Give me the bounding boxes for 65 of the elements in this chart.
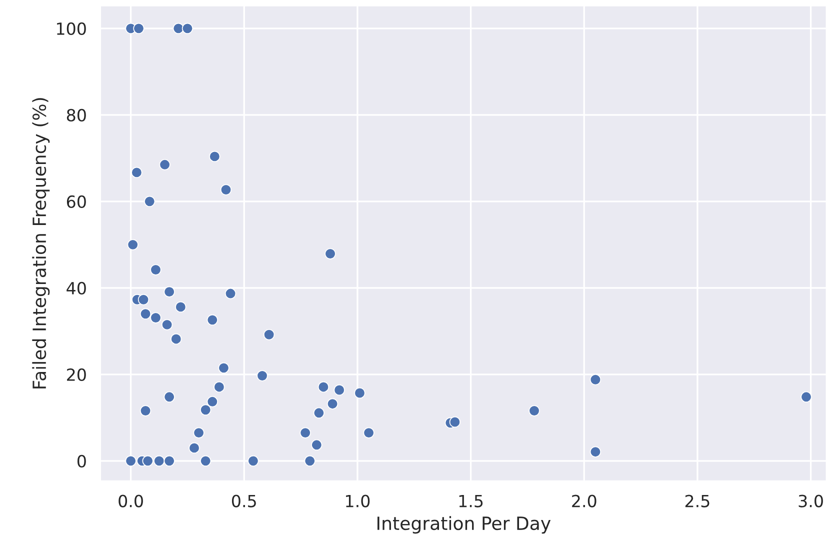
point <box>220 184 232 196</box>
point <box>318 381 330 393</box>
point <box>354 387 366 399</box>
point <box>528 405 540 416</box>
x-tick-label: 0.0 <box>118 494 143 508</box>
point <box>214 381 225 393</box>
point <box>449 416 460 428</box>
x-tick-label: 0.5 <box>232 494 256 508</box>
point <box>164 286 175 298</box>
point <box>172 22 184 34</box>
point <box>218 362 230 374</box>
point <box>150 312 162 324</box>
point <box>125 455 136 466</box>
point <box>131 166 142 178</box>
point <box>304 455 316 466</box>
y-tick-label: 0 <box>78 454 86 468</box>
point <box>140 405 152 416</box>
point <box>263 329 275 340</box>
point <box>311 439 322 450</box>
y-tick-label: 80 <box>66 108 86 122</box>
point <box>164 391 175 402</box>
x-tick-label: 3.0 <box>798 494 823 508</box>
point <box>175 301 186 313</box>
point <box>161 319 173 330</box>
point <box>206 314 218 326</box>
point <box>182 22 194 34</box>
x-tick-label: 1.5 <box>459 494 483 508</box>
y-tick-label: 100 <box>57 22 86 35</box>
point <box>224 288 236 300</box>
point <box>248 455 259 466</box>
y-tick-label: 60 <box>66 195 86 208</box>
point <box>800 391 812 402</box>
point <box>200 455 212 466</box>
point <box>326 398 338 410</box>
point <box>590 374 602 386</box>
y-tick-label: 40 <box>66 282 86 294</box>
point <box>164 455 175 466</box>
point <box>363 427 374 438</box>
point <box>144 196 156 207</box>
point <box>133 22 144 34</box>
point <box>206 396 218 408</box>
point <box>159 159 170 170</box>
point <box>188 442 200 454</box>
point <box>256 370 268 382</box>
point <box>150 264 162 276</box>
point <box>200 404 212 416</box>
point <box>193 427 204 438</box>
point <box>209 150 220 162</box>
point <box>334 384 345 396</box>
point <box>170 333 182 345</box>
x-tick-label: 1.0 <box>346 494 370 508</box>
point <box>142 455 154 466</box>
point <box>138 294 150 306</box>
point <box>154 455 165 466</box>
point <box>313 407 324 418</box>
y-axis-title: Failed Integration Frequency (%) <box>32 98 50 388</box>
point <box>324 248 336 260</box>
x-axis-title: Integration Per Day <box>378 516 551 534</box>
point <box>590 446 602 458</box>
y-tick-label: 20 <box>67 368 86 381</box>
point <box>127 239 138 250</box>
x-tick-label: 2.0 <box>572 494 596 508</box>
point <box>300 427 311 438</box>
x-tick-label: 2.5 <box>685 494 710 508</box>
point <box>140 308 152 320</box>
